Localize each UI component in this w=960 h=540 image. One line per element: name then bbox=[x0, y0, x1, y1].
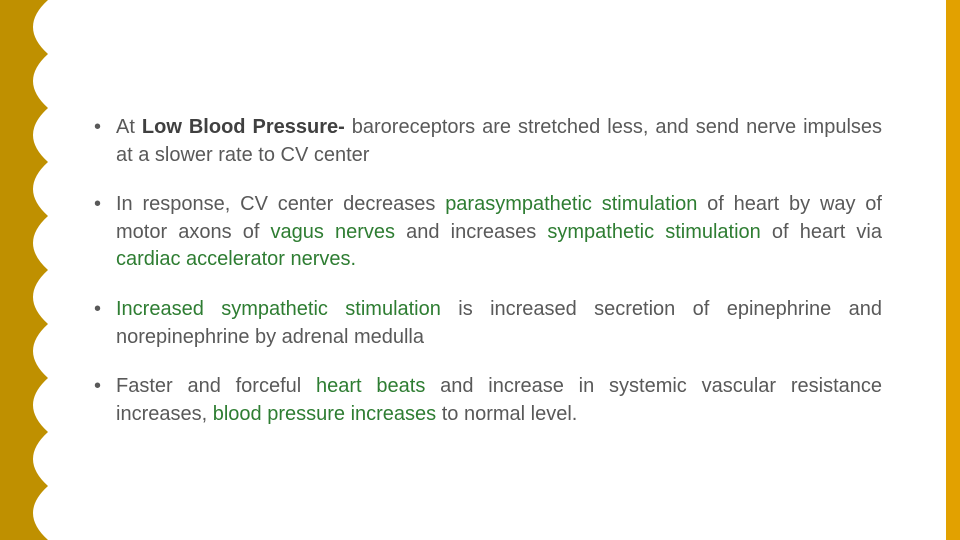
bullet-marker: • bbox=[94, 114, 116, 142]
text-run: to normal level. bbox=[442, 403, 578, 425]
bullet-marker: • bbox=[94, 296, 116, 324]
left-wave-decor bbox=[0, 0, 48, 540]
text-run: vagus nerves bbox=[271, 221, 407, 243]
bullet-text: Increased sympathetic stimulation is inc… bbox=[116, 296, 882, 351]
bullet-item: •At Low Blood Pressure- baroreceptors ar… bbox=[94, 114, 882, 169]
text-run: Faster and forceful bbox=[116, 375, 316, 397]
bullet-item: •Increased sympathetic stimulation is in… bbox=[94, 296, 882, 351]
bullet-marker: • bbox=[94, 191, 116, 219]
text-run: blood pressure increases bbox=[213, 403, 442, 425]
text-run: Increased sympathetic stimulation bbox=[116, 298, 458, 320]
bullet-item: •Faster and forceful heart beats and inc… bbox=[94, 373, 882, 428]
bullet-marker: • bbox=[94, 373, 116, 401]
text-run: Low Blood Pressure- bbox=[142, 116, 352, 138]
bullet-text: In response, CV center decreases parasym… bbox=[116, 191, 882, 274]
text-run: sympathetic stimulation bbox=[547, 221, 772, 243]
text-run: cardiac accelerator nerves. bbox=[116, 248, 356, 270]
text-run: At bbox=[116, 116, 142, 138]
bullet-item: •In response, CV center decreases parasy… bbox=[94, 191, 882, 274]
text-run: and increases bbox=[406, 221, 547, 243]
bullet-text: Faster and forceful heart beats and incr… bbox=[116, 373, 882, 428]
text-run: of heart via bbox=[772, 221, 882, 243]
slide-content: •At Low Blood Pressure- baroreceptors ar… bbox=[94, 114, 882, 450]
wave-svg bbox=[0, 0, 48, 540]
bullet-text: At Low Blood Pressure- baroreceptors are… bbox=[116, 114, 882, 169]
text-run: heart beats bbox=[316, 375, 440, 397]
text-run: In response, CV center decreases bbox=[116, 193, 445, 215]
right-accent-bar bbox=[946, 0, 960, 540]
text-run: parasympathetic stimulation bbox=[445, 193, 707, 215]
